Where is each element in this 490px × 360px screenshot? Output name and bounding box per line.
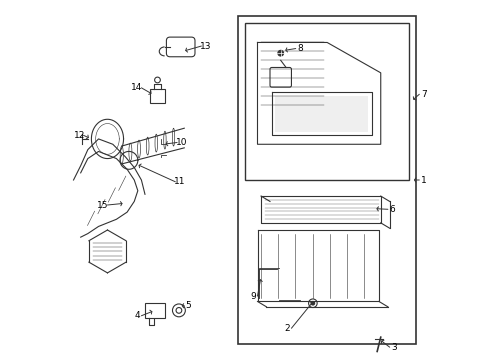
Text: 7: 7 (421, 90, 426, 99)
Bar (245, 23, 409, 180)
Bar (145, 303, 165, 318)
Text: 5: 5 (186, 301, 192, 310)
Text: 10: 10 (175, 138, 187, 147)
Text: 11: 11 (174, 177, 185, 186)
Text: 6: 6 (389, 205, 395, 214)
Text: 4: 4 (134, 311, 140, 320)
Bar (150, 89, 165, 103)
Bar (275, 96, 368, 132)
Text: 3: 3 (391, 343, 397, 352)
Text: 8: 8 (297, 44, 303, 53)
Text: 1: 1 (421, 176, 426, 185)
Text: 15: 15 (98, 201, 109, 210)
Circle shape (278, 50, 284, 56)
Bar (238, 16, 416, 344)
Text: 13: 13 (200, 41, 212, 50)
Text: 9: 9 (250, 292, 256, 301)
Text: 12: 12 (74, 131, 85, 140)
Text: 14: 14 (131, 83, 143, 92)
Text: 2: 2 (284, 324, 290, 333)
Circle shape (311, 301, 315, 305)
